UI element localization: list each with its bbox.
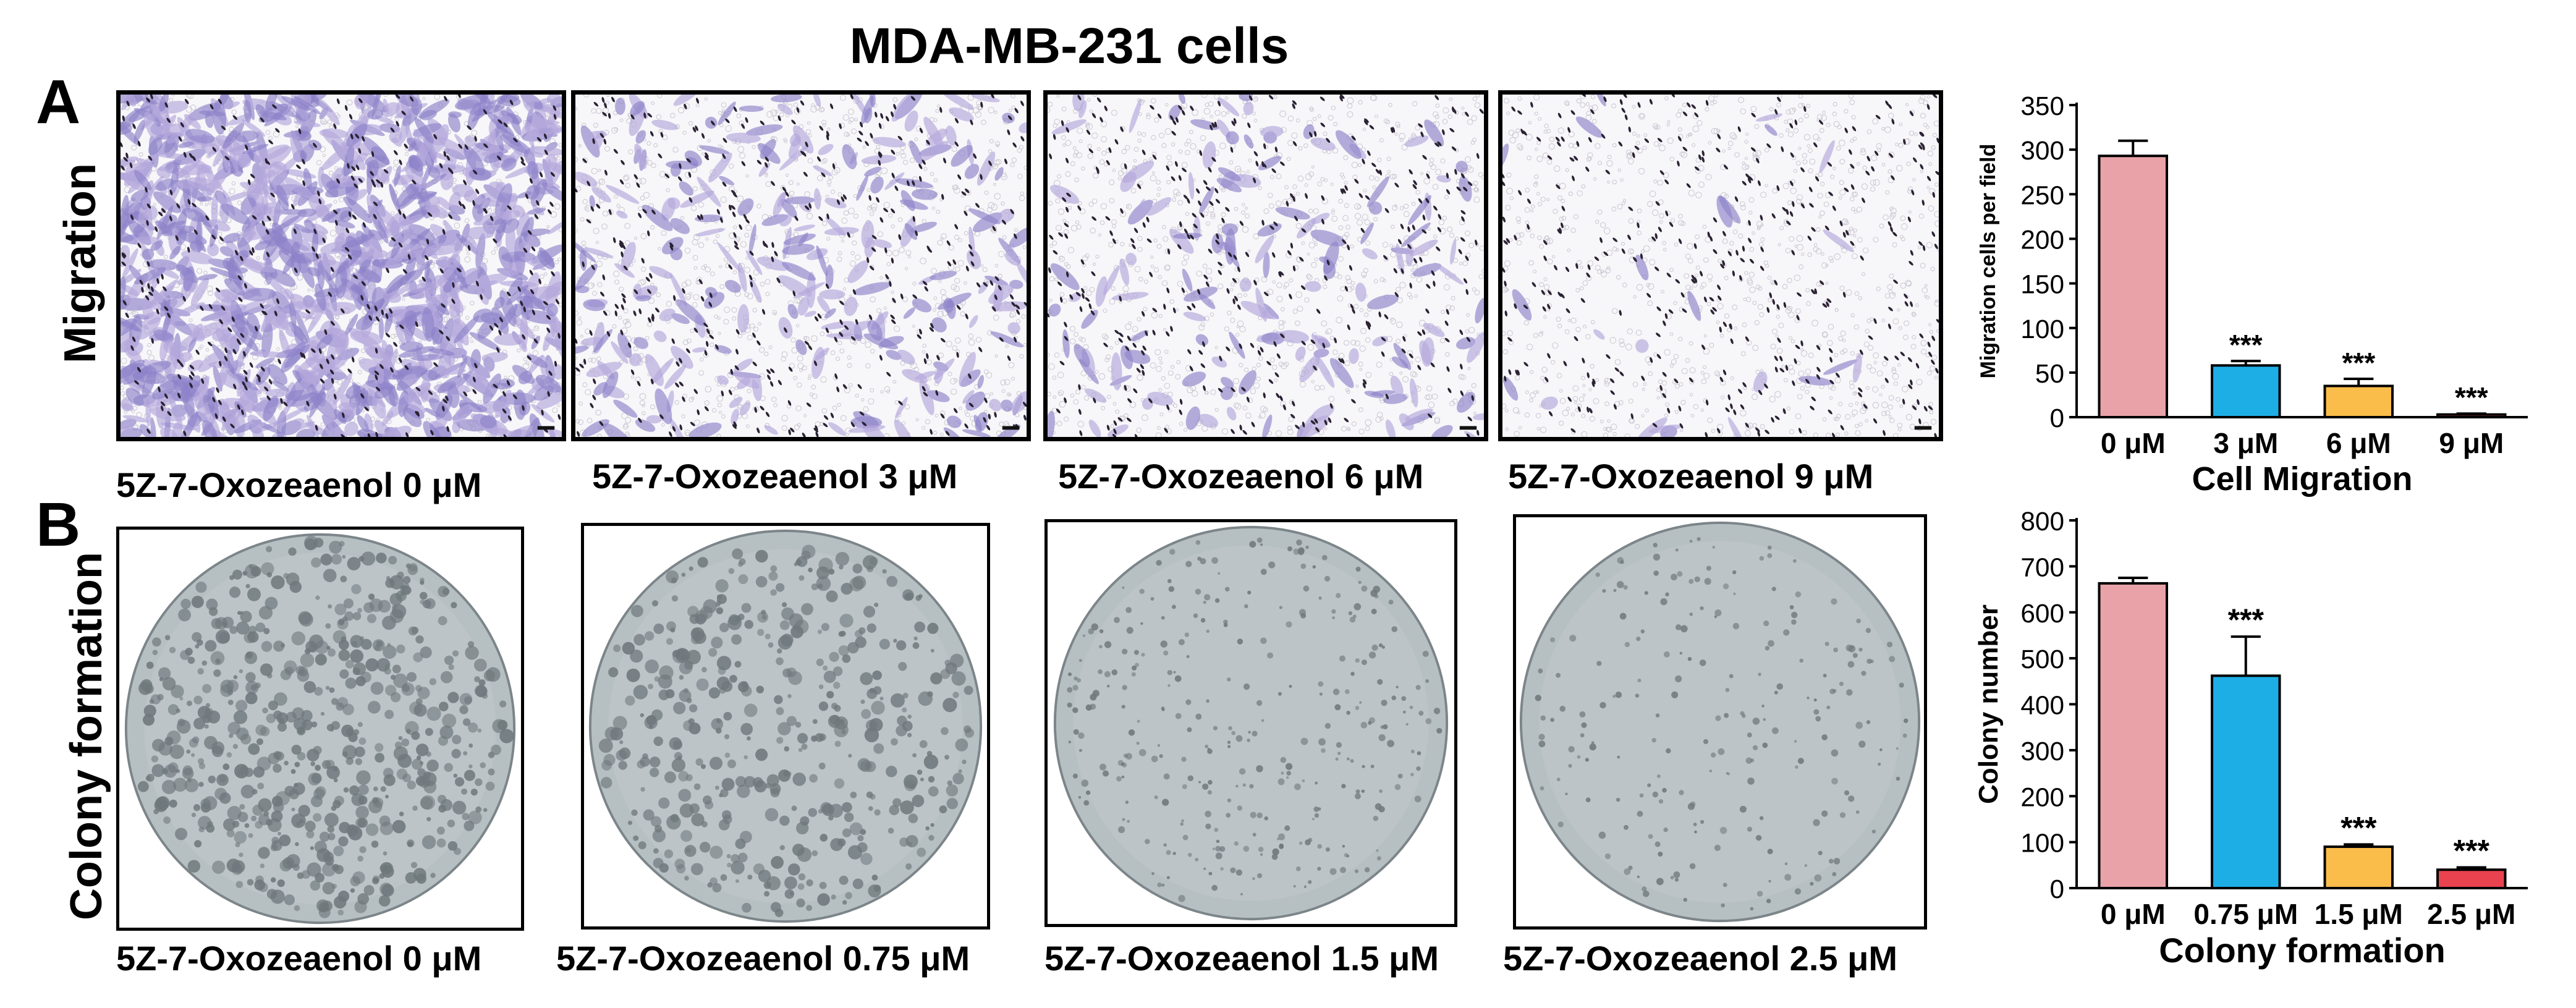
colony-dish-2: [581, 523, 990, 930]
row-label-migration: Migration: [56, 163, 105, 363]
migration-image-4: [1498, 90, 1943, 441]
y-tick-label-0: 0: [2049, 875, 2064, 904]
bar-2: [2211, 674, 2281, 889]
y-tick-label-4: 400: [2020, 691, 2064, 720]
bar-1: [2098, 155, 2168, 418]
panel-letter-b: B: [36, 490, 81, 559]
x-tick-label-1: 0 μM: [2101, 427, 2166, 459]
colony-dish-1: [116, 527, 524, 931]
error-bar-2: [2231, 360, 2261, 366]
y-tick-label-2: 100: [2020, 315, 2064, 344]
significance-label-3: ***: [2341, 810, 2377, 845]
colony-caption-3: 5Z-7-Oxozeaenol 1.5 μM: [1044, 939, 1439, 978]
y-tick-label-1: 100: [2020, 829, 2064, 858]
chart-colony-formation: 0 μM *** 0.75 μM *** 1.5 μM *** 2.5 μM 0 100 200 3…: [1973, 507, 2528, 970]
colony-dish-4: [1513, 514, 1927, 930]
y-tick-label-6: 600: [2020, 599, 2064, 628]
y-tick-label-3: 300: [2020, 737, 2064, 766]
bar-3: [2323, 384, 2394, 418]
error-bar-1: [2118, 576, 2148, 583]
x-tick-label-3: 1.5 μM: [2315, 898, 2403, 930]
figure-title: MDA-MB-231 cells: [849, 18, 1289, 74]
y-tick-label-6: 300: [2020, 136, 2064, 165]
migration-caption-1: 5Z-7-Oxozeaenol 0 μM: [116, 465, 482, 504]
error-bar-4: [2456, 866, 2486, 870]
significance-label-4: ***: [2455, 381, 2488, 413]
significance-label-2: ***: [2228, 603, 2265, 637]
x-tick-label-3: 6 μM: [2326, 427, 2391, 459]
migration-image-1: [116, 90, 566, 441]
colony-caption-2: 5Z-7-Oxozeaenol 0.75 μM: [556, 939, 970, 978]
x-tick-label-4: 2.5 μM: [2427, 898, 2515, 930]
y-tick-label-3: 150: [2020, 270, 2064, 299]
x-axis-label: Cell Migration: [2192, 460, 2412, 498]
significance-label-2: ***: [2229, 329, 2263, 361]
x-tick-label-2: 0.75 μM: [2193, 898, 2298, 930]
bar-3: [2323, 845, 2394, 889]
y-tick-label-7: 700: [2020, 553, 2064, 582]
colony-caption-4: 5Z-7-Oxozeaenol 2.5 μM: [1503, 939, 1897, 978]
x-tick-label-2: 3 μM: [2213, 427, 2278, 459]
bar-1: [2098, 582, 2168, 890]
bar-4: [2436, 868, 2507, 889]
y-axis-label: Migration cells per field: [1976, 144, 2000, 379]
colony-caption-1: 5Z-7-Oxozeaenol 0 μM: [116, 939, 482, 978]
error-bar-2: [2231, 635, 2261, 676]
bar-2: [2211, 364, 2281, 419]
chart-cell-migration: 0 μM *** 3 μM *** 6 μM *** 9 μM 0 50 100 150 200 250…: [1976, 91, 2528, 498]
migration-caption-4: 5Z-7-Oxozeaenol 9 μM: [1508, 457, 1874, 496]
x-tick-label-1: 0 μM: [2101, 898, 2166, 930]
significance-label-4: ***: [2454, 834, 2490, 868]
y-tick-label-5: 250: [2020, 180, 2064, 210]
x-tick-label-4: 9 μM: [2439, 427, 2504, 459]
panel-letter-a: A: [36, 67, 81, 137]
significance-label-3: ***: [2342, 347, 2375, 379]
x-axis-label: Colony formation: [2159, 931, 2446, 970]
row-label-colony-formation: Colony formation: [62, 552, 111, 920]
migration-image-3: [1043, 90, 1488, 441]
y-tick-label-1: 50: [2035, 359, 2064, 388]
y-tick-label-7: 350: [2020, 91, 2064, 121]
error-bar-3: [2344, 377, 2374, 386]
y-axis-label: Colony number: [1973, 604, 2004, 804]
colony-dish-3: [1044, 519, 1457, 927]
y-tick-label-8: 800: [2020, 507, 2064, 536]
error-bar-4: [2456, 412, 2486, 415]
error-bar-3: [2344, 843, 2374, 847]
y-tick-label-4: 200: [2020, 226, 2064, 255]
error-bar-1: [2118, 139, 2148, 156]
y-tick-label-5: 500: [2020, 645, 2064, 674]
y-tick-label-0: 0: [2049, 404, 2064, 433]
y-tick-label-2: 200: [2020, 782, 2064, 811]
migration-caption-3: 5Z-7-Oxozeaenol 6 μM: [1058, 457, 1424, 496]
migration-image-2: [571, 90, 1031, 441]
migration-caption-2: 5Z-7-Oxozeaenol 3 μM: [592, 457, 958, 496]
